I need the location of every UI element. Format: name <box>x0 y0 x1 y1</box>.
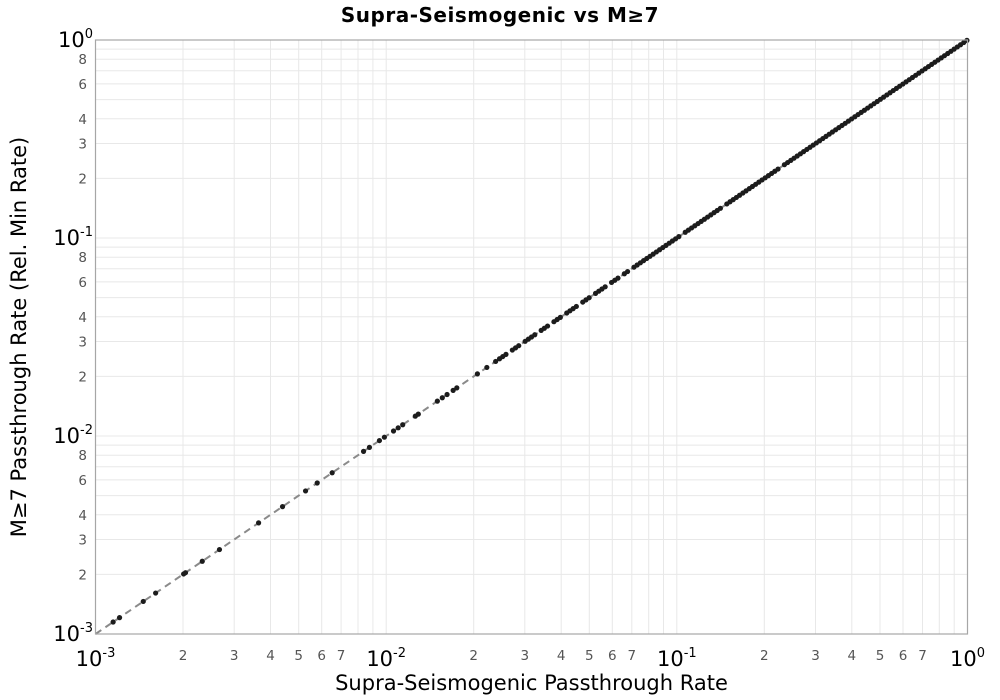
x-minor-tick-label: 7 <box>918 648 927 664</box>
data-point <box>503 351 509 357</box>
x-minor-tick-label: 5 <box>585 648 594 664</box>
data-point <box>376 437 383 444</box>
data-point <box>544 323 551 329</box>
y-major-tick-label: 100 <box>58 27 93 52</box>
y-minor-tick-label: 4 <box>78 508 87 524</box>
data-point <box>454 385 460 391</box>
data-point <box>450 387 456 393</box>
data-point <box>493 358 499 365</box>
data-point <box>532 332 538 338</box>
chart-title: Supra-Seismogenic vs M≥7 <box>340 3 660 27</box>
y-minor-tick-label: 8 <box>78 448 87 464</box>
y-minor-tick-label: 2 <box>78 567 87 583</box>
data-point <box>400 422 406 428</box>
data-point <box>390 428 397 434</box>
data-point <box>255 520 262 526</box>
data-point <box>484 364 490 371</box>
x-minor-tick-label: 7 <box>337 648 346 664</box>
data-point <box>573 303 579 310</box>
plot-border <box>94 39 969 635</box>
data-point <box>395 425 401 431</box>
data-point <box>216 546 223 553</box>
x-minor-tick-label: 3 <box>230 648 239 664</box>
data-point <box>717 205 723 211</box>
x-minor-tick-label: 4 <box>557 648 566 664</box>
x-minor-tick-label: 6 <box>899 648 908 664</box>
y-minor-tick-label: 6 <box>78 275 87 291</box>
x-axis-title: Supra-Seismogenic Passthrough Rate <box>335 671 728 695</box>
data-point <box>329 470 335 476</box>
x-minor-tick-label: 3 <box>521 648 530 664</box>
data-point <box>615 275 621 281</box>
data-point <box>153 590 159 596</box>
data-point <box>279 504 286 510</box>
data-point <box>775 166 781 172</box>
x-minor-tick-label: 6 <box>317 648 326 664</box>
data-point <box>557 314 563 320</box>
x-minor-tick-label: 5 <box>876 648 885 664</box>
data-point <box>602 284 608 290</box>
x-minor-tick-label: 7 <box>628 648 637 664</box>
y-major-tick-label: 10-2 <box>53 423 93 448</box>
y-minor-tick-label: 4 <box>78 310 87 326</box>
x-major-tick-label: 10-2 <box>366 646 406 671</box>
data-point <box>439 395 445 401</box>
data-point <box>302 488 309 494</box>
y-axis-title: M≥7 Passthrough Rate (Rel. Min Rate) <box>7 136 31 538</box>
x-major-tick-label: 10-1 <box>657 646 697 671</box>
y-minor-tick-label: 6 <box>78 77 87 93</box>
y-minor-tick-label: 8 <box>78 250 87 266</box>
data-point <box>314 480 320 486</box>
data-point <box>474 371 480 377</box>
data-point <box>516 343 522 349</box>
y-minor-tick-label: 3 <box>78 137 87 153</box>
data-point <box>366 444 373 450</box>
data-point <box>110 619 116 625</box>
y-minor-tick-label: 3 <box>78 533 87 549</box>
x-major-tick-label: 100 <box>950 646 985 671</box>
data-point <box>199 558 205 564</box>
x-minor-tick-label: 2 <box>760 648 769 664</box>
data-point <box>182 570 189 576</box>
data-point <box>444 391 450 398</box>
y-minor-tick-label: 3 <box>78 335 87 351</box>
data-point <box>140 598 146 605</box>
data-point <box>116 615 123 621</box>
x-minor-tick-label: 2 <box>179 648 188 664</box>
y-major-tick-label: 10-1 <box>53 225 93 250</box>
data-point <box>415 411 421 417</box>
data-point <box>676 234 682 240</box>
data-point <box>624 268 631 275</box>
x-minor-tick-label: 4 <box>266 648 275 664</box>
x-minor-tick-label: 6 <box>608 648 617 664</box>
x-minor-tick-label: 2 <box>469 648 478 664</box>
x-minor-tick-label: 3 <box>811 648 820 664</box>
y-minor-tick-label: 4 <box>78 112 87 128</box>
data-point <box>360 448 367 454</box>
y-minor-tick-label: 2 <box>78 171 87 187</box>
data-point <box>381 434 387 440</box>
x-minor-tick-label: 5 <box>294 648 303 664</box>
data-point <box>434 398 440 404</box>
data-point <box>586 295 592 301</box>
y-minor-tick-label: 6 <box>78 473 87 489</box>
x-major-tick-label: 10-3 <box>76 646 116 671</box>
y-major-tick-label: 10-3 <box>53 621 93 646</box>
x-minor-tick-label: 4 <box>848 648 857 664</box>
y-minor-tick-label: 2 <box>78 369 87 385</box>
y-minor-tick-label: 8 <box>78 52 87 68</box>
